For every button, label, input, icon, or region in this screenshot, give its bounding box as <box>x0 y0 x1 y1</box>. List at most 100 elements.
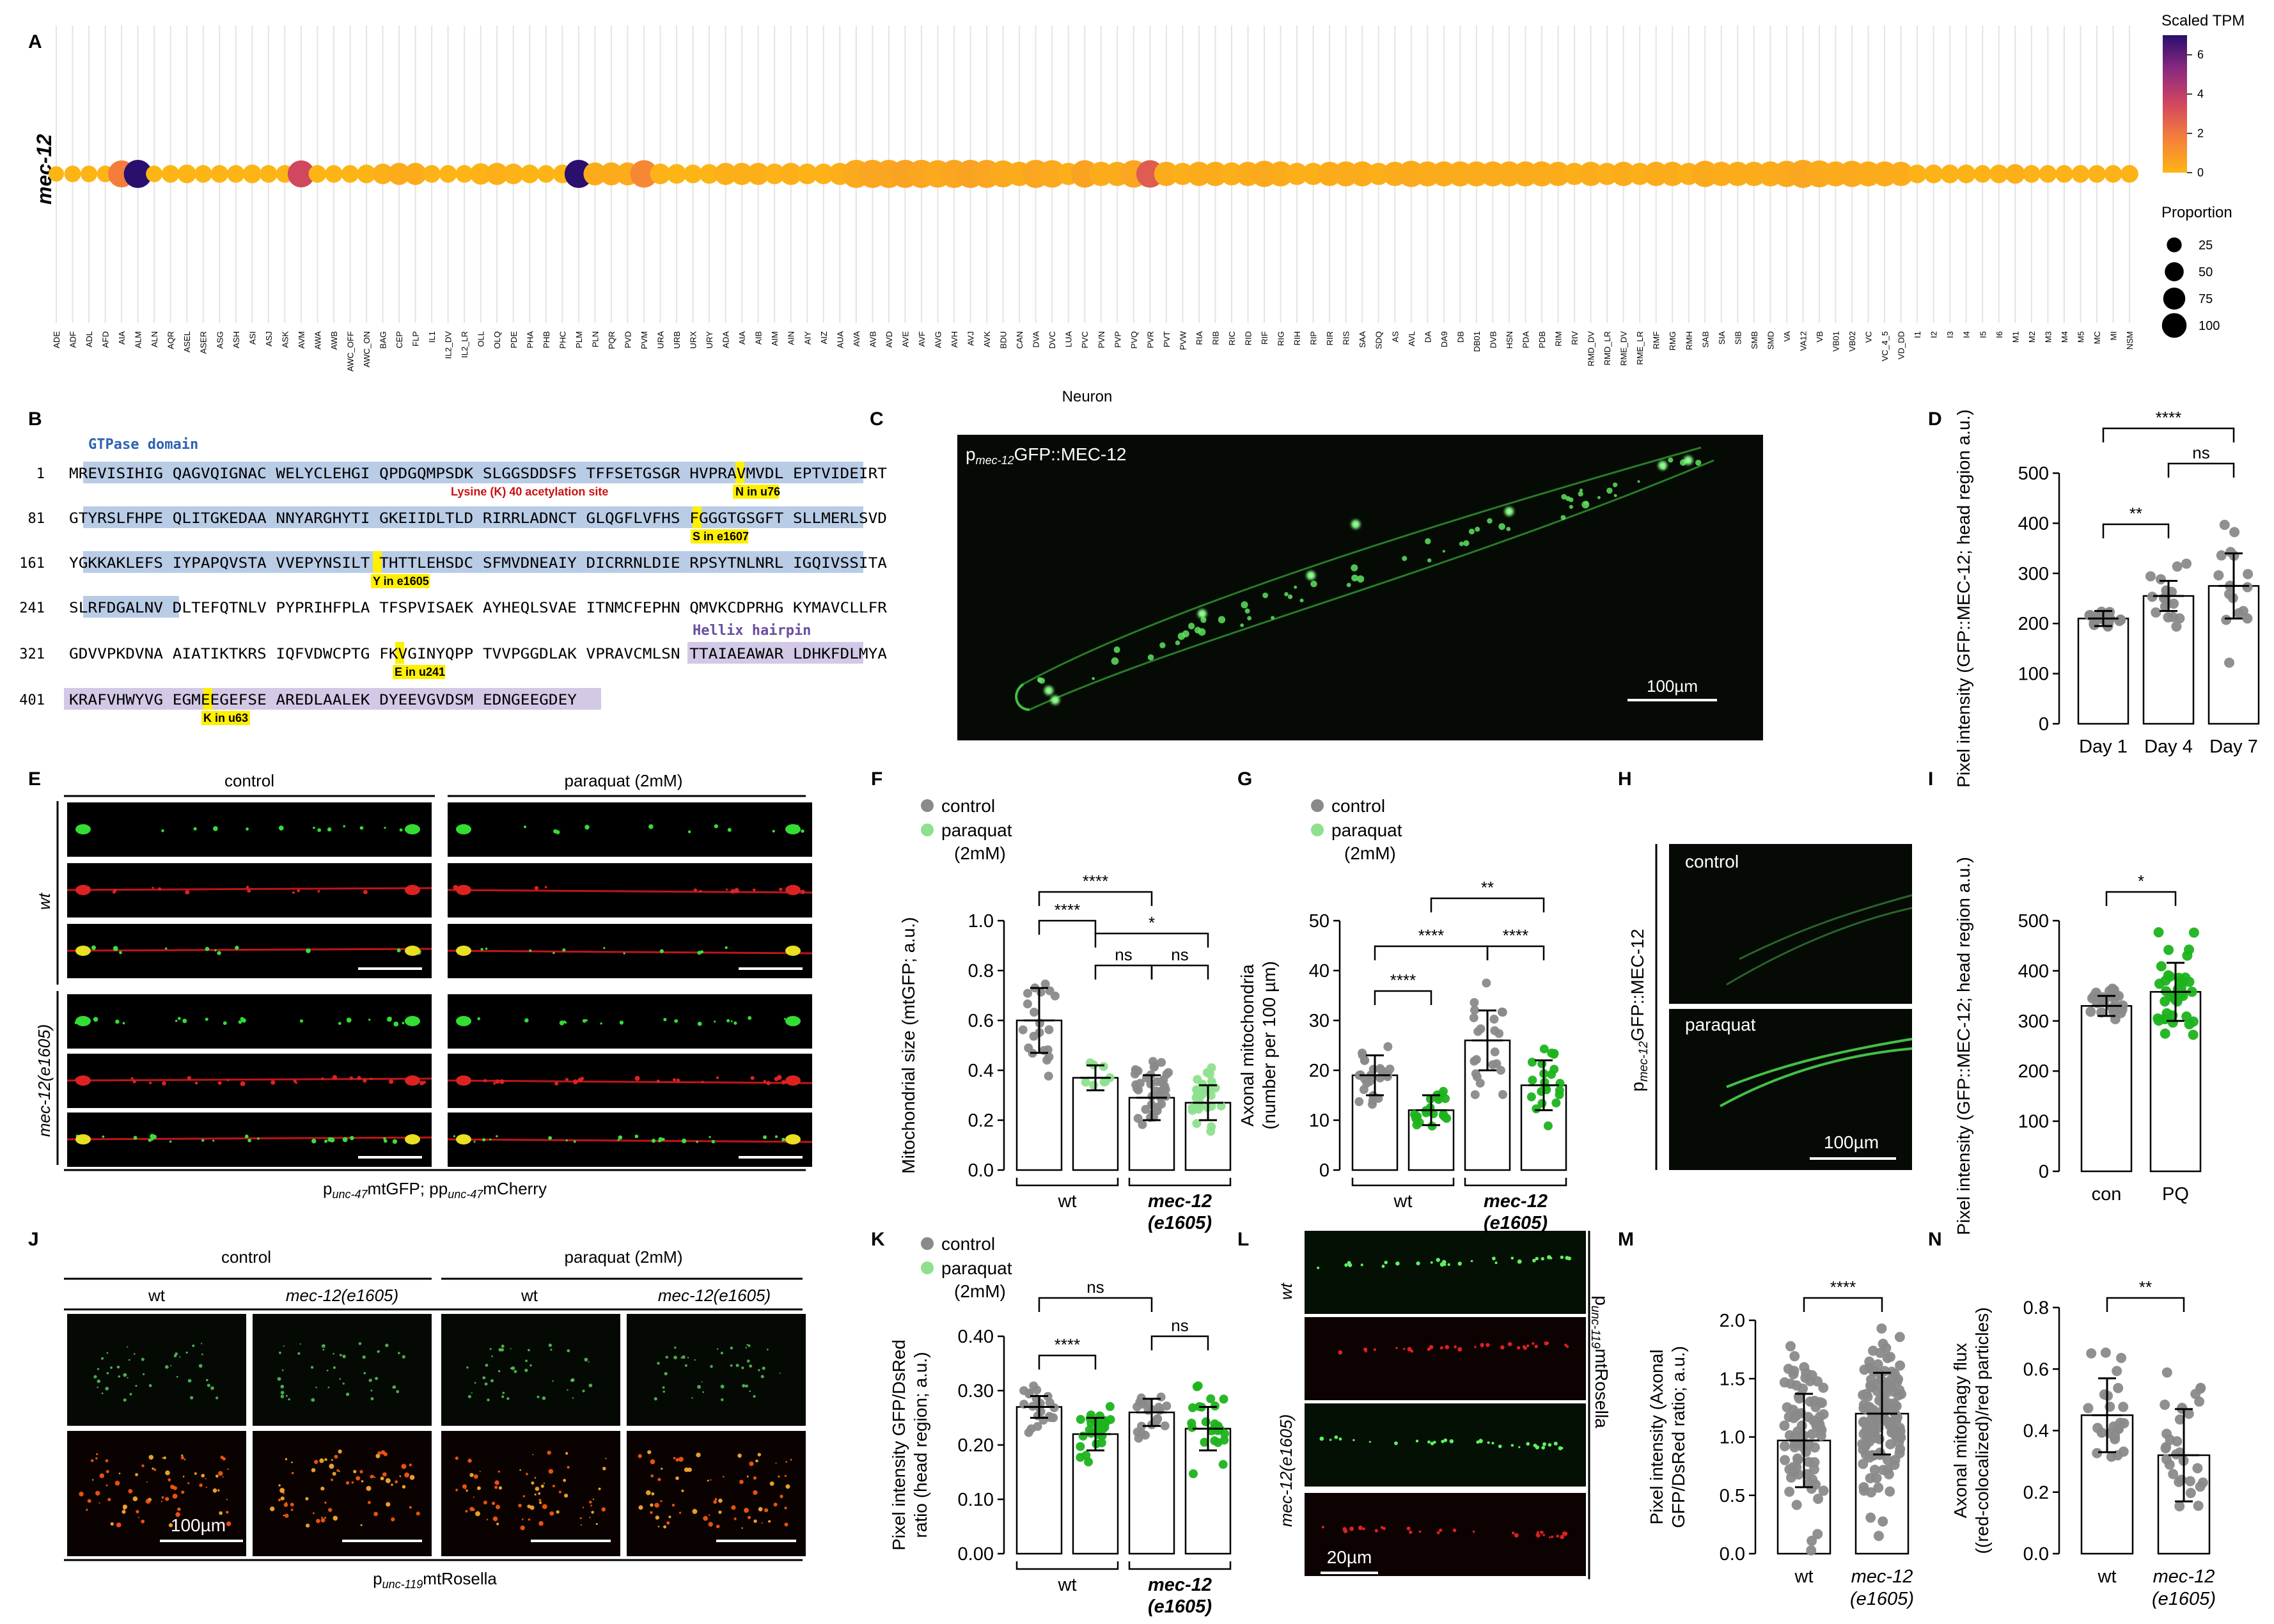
neuron-label: HSN <box>1505 331 1514 348</box>
gfp-punctum <box>192 1344 195 1347</box>
j-caption: punc-119mtRosella <box>373 1569 497 1591</box>
dsred-punctum <box>99 1473 104 1478</box>
data-point <box>1201 1417 1211 1426</box>
neuron-label: VB <box>1815 331 1824 342</box>
mito-punctum <box>1500 1345 1505 1350</box>
dsred-punctum <box>678 1456 684 1462</box>
gfp-cluster <box>1658 461 1667 470</box>
neuron-dot <box>48 166 65 182</box>
x-tick-label: con <box>2092 1184 2122 1205</box>
dsred-punctum <box>137 1517 139 1519</box>
gfp-punctum <box>277 1377 281 1381</box>
mito-punctum <box>619 1020 624 1025</box>
y-tick-label: 0.8 <box>2023 1298 2049 1318</box>
data-point <box>2100 1347 2111 1358</box>
data-point <box>1154 1402 1164 1412</box>
neuron-label: AVB <box>868 331 877 347</box>
dsred-punctum <box>473 1496 474 1498</box>
dsred-punctum <box>785 1461 788 1463</box>
gfp-punctum <box>123 1398 127 1402</box>
gfp-punctum <box>674 1346 677 1349</box>
gfp-punctum <box>716 1348 719 1350</box>
neuron-label: DB01 <box>1472 331 1482 352</box>
row-wt: wt <box>35 892 54 910</box>
gfp-punctum <box>680 1357 682 1359</box>
dsred-punctum <box>713 1500 717 1504</box>
dsred-punctum <box>773 1503 778 1507</box>
mito-punctum <box>563 1020 566 1023</box>
mito-punctum <box>489 1138 492 1141</box>
mito-punctum <box>634 1075 640 1081</box>
gfp-punctum <box>572 1397 574 1399</box>
neuron-dot <box>520 164 539 183</box>
sig-bracket <box>1150 964 1209 980</box>
gfp-punctum <box>141 1357 145 1361</box>
mito-punctum <box>1358 1526 1363 1531</box>
neuron-label: ASER <box>199 331 208 354</box>
gfp-punctum <box>1294 585 1298 589</box>
dsred-punctum <box>494 1485 498 1489</box>
data-point <box>1791 1499 1802 1510</box>
dsred-punctum <box>312 1512 315 1515</box>
mito-punctum <box>256 1137 260 1140</box>
gfp-punctum <box>760 1375 764 1378</box>
mito-punctum <box>363 889 368 894</box>
data-point <box>1543 1121 1553 1130</box>
u241-box <box>393 665 445 679</box>
dsred-punctum <box>95 1490 100 1496</box>
mito-punctum <box>1347 1261 1351 1265</box>
mito-punctum <box>548 1136 553 1140</box>
mito-punctum <box>332 1075 338 1080</box>
gfp-punctum <box>123 1373 127 1377</box>
dsred-punctum <box>465 1488 467 1490</box>
mito-punctum <box>763 1080 767 1083</box>
y-axis-title: Pixel intensity (GFP::MEC-12; head regio… <box>1954 857 1973 1235</box>
dsred-punctum <box>106 1484 108 1487</box>
gfp-punctum <box>758 1369 760 1371</box>
panel-c: C pmec-12GFP::MEC-12 100µm <box>870 409 1763 740</box>
dsred-punctum <box>96 1453 98 1455</box>
mito-punctum <box>800 889 805 894</box>
neuron-label: AVD <box>884 331 894 348</box>
mito-punctum <box>753 888 756 892</box>
neuron-label: I3 <box>1945 331 1955 338</box>
gfp-punctum <box>1498 523 1505 530</box>
data-point <box>1076 1442 1085 1451</box>
neuron-label: ASEL <box>182 331 192 352</box>
data-point <box>1089 1080 1099 1089</box>
data-point <box>1470 1090 1480 1100</box>
mito-punctum <box>212 1139 215 1142</box>
y-axis-title-line2: (number per 100 µm) <box>1259 961 1279 1130</box>
gfp-punctum <box>280 1384 285 1389</box>
neuron-label: ASH <box>231 331 241 348</box>
gfp-cluster <box>1044 686 1053 695</box>
mito-punctum <box>726 1019 730 1023</box>
dsred-punctum <box>549 1511 554 1516</box>
gfp-punctum <box>502 1391 505 1394</box>
mito-punctum <box>1498 1444 1502 1448</box>
neuron-dot <box>1349 161 1375 187</box>
data-point <box>2221 614 2232 625</box>
neuron-label: AWA <box>313 331 322 350</box>
data-point <box>1161 1084 1170 1094</box>
data-point <box>1033 1422 1042 1432</box>
mito-punctum <box>1551 1535 1554 1538</box>
dsred-punctum <box>465 1510 468 1513</box>
sig-label: **** <box>1503 926 1528 945</box>
dsred-punctum <box>753 1519 757 1523</box>
mito-punctum <box>115 1019 120 1024</box>
neuron-label: RIM <box>1554 331 1564 347</box>
mito-punctum <box>1403 1348 1406 1350</box>
gfp-punctum <box>215 1396 219 1400</box>
dsred-punctum <box>534 1493 537 1495</box>
neuron-label: URA <box>656 331 666 349</box>
neuron-dot <box>2022 165 2041 183</box>
neuron-label: ALM <box>134 331 143 348</box>
rosella-images <box>67 1314 806 1556</box>
gfp-punctum <box>654 1397 657 1401</box>
neuron-label: ADE <box>52 331 61 348</box>
mito-punctum <box>1418 1530 1422 1533</box>
panel-e-caption: punc-47mtGFP; ppunc-47mCherry <box>323 1179 547 1201</box>
mito-punctum <box>562 948 566 952</box>
chart-M: M 0.0 0.5 1.0 1.5 2.0 Pixel intensity (Axonal G… <box>1618 1229 1914 1609</box>
